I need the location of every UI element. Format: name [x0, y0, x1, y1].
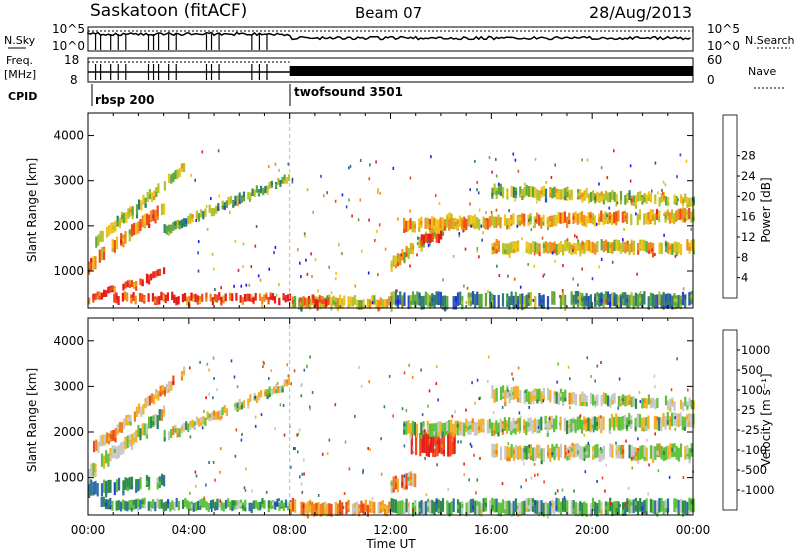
colorbar-tick-velocity-5: -100	[741, 443, 767, 457]
data-band-power-2	[88, 267, 166, 305]
velocity-panel: 1000 2000 3000 4000	[53, 317, 695, 519]
colorbar-tick-velocity-2: 100	[741, 383, 763, 397]
colorbar-tick-velocity-0: 1000	[741, 343, 770, 357]
freq-block	[289, 66, 693, 76]
xtick-2: 08:00	[272, 523, 307, 537]
ylabel-velocity: Slant Range [km]	[25, 368, 39, 472]
data-band-power-12	[390, 290, 693, 312]
colorbar-tick-power-2: 12	[741, 230, 756, 244]
data-band-velocity-9	[491, 443, 693, 465]
data-band-power-9	[403, 207, 695, 233]
nsky-panel	[87, 26, 694, 52]
colorbar-tick-velocity-6: -500	[741, 463, 767, 477]
data-band-velocity-11	[390, 497, 695, 519]
xtick-1: 04:00	[172, 523, 207, 537]
xtick-4: 16:00	[474, 523, 509, 537]
ytick-power-0: 1000	[53, 264, 84, 278]
freq-tick-bottom: 8	[70, 73, 78, 87]
colorbar-tick-power-5: 24	[741, 169, 756, 183]
xaxis-label: Time UT	[365, 537, 416, 551]
xtick-5: 20:00	[575, 523, 610, 537]
freq-label: Freq.	[6, 54, 33, 67]
colorbar-tick-velocity-4: -25	[741, 423, 760, 437]
station-title: Saskatoon (fitACF)	[90, 1, 247, 21]
colorbar-tick-power-0: 4	[741, 271, 748, 285]
colorbar-power-label: Power [dB]	[759, 177, 773, 242]
data-band-power-6	[299, 294, 330, 311]
ytick-velocity-0: 1000	[53, 471, 84, 485]
data-band-power-8	[420, 230, 443, 247]
xtick-3: 12:00	[373, 523, 408, 537]
nsky-label: N.Sky	[4, 34, 36, 47]
colorbar-tick-power-4: 20	[741, 189, 756, 203]
cpid-segment-1: rbsp 200	[95, 93, 154, 107]
nsearch-tick-top: 10^5	[707, 22, 740, 36]
colorbar-tick-power-3: 16	[741, 210, 756, 224]
colorbar-tick-velocity-3: 25	[741, 403, 756, 417]
ylabel-power: Slant Range [km]	[25, 158, 39, 262]
scatter-points-velocity	[189, 355, 694, 512]
beam-title: Beam 07	[355, 4, 422, 22]
data-band-power-1	[88, 203, 166, 275]
nsky-tick-bottom: 10^0	[52, 39, 85, 53]
ytick-power-1: 2000	[53, 219, 84, 233]
data-band-power-4	[113, 291, 292, 309]
scatter-points-power	[190, 149, 694, 306]
data-band-power-0	[95, 163, 186, 248]
data-band-velocity-0	[93, 366, 186, 453]
colorbar-velocity-label: Velocity [m s⁻¹]	[759, 373, 773, 466]
colorbar-tick-power-1: 8	[741, 250, 748, 264]
colorbar-tick-power-6: 28	[741, 149, 756, 163]
data-band-velocity-7	[410, 428, 456, 458]
ytick-power-3: 4000	[53, 129, 84, 143]
data-band-velocity-2	[88, 473, 166, 498]
colorbar-tick-velocity-1: 500	[741, 363, 763, 377]
data-band-velocity-8	[403, 412, 695, 440]
data-band-power-11	[491, 183, 695, 209]
xtick-0: 00:00	[71, 523, 106, 537]
ytick-velocity-2: 3000	[53, 379, 84, 393]
nave-label: Nave	[748, 65, 776, 78]
nave-tick-bottom: 0	[707, 73, 715, 87]
date-title: 28/Aug/2013	[589, 3, 692, 22]
cpid-label: CPID	[8, 90, 37, 103]
data-band-velocity-1	[88, 405, 166, 485]
plot-frame-power	[87, 112, 694, 309]
nsky-trace	[87, 31, 691, 41]
cpid-segment-2: twofsound 3501	[294, 85, 403, 99]
data-band-velocity-5	[289, 498, 393, 519]
colorbar-tick-velocity-7: -1000	[741, 483, 774, 497]
data-band-velocity-10	[491, 384, 695, 412]
ytick-velocity-3: 4000	[53, 334, 84, 348]
freq-unit: [MHz]	[4, 68, 36, 81]
nsearch-tick-bottom: 10^0	[707, 39, 740, 53]
nave-tick-top: 60	[707, 53, 722, 67]
data-band-velocity-6	[390, 471, 417, 494]
nsky-tick-top: 10^5	[52, 22, 85, 36]
data-band-power-3	[163, 174, 291, 236]
nsearch-label: N.Search	[745, 34, 795, 47]
power-panel: 1000 2000 3000 4000	[53, 112, 695, 312]
ytick-power-2: 3000	[53, 174, 84, 188]
xtick-6: 00:00	[676, 523, 711, 537]
ytick-velocity-1: 2000	[53, 425, 84, 439]
freq-tick-top: 18	[64, 53, 79, 67]
